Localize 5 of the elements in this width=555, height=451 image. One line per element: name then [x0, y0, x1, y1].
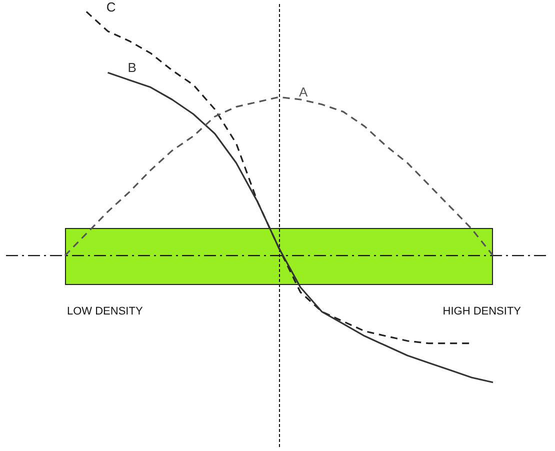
series-label: B: [128, 60, 136, 76]
series-label: A: [299, 84, 308, 100]
annotation: HIGH DENSITY: [442, 306, 522, 318]
annotation: LOW DENSITY: [67, 306, 144, 318]
series-label: C: [106, 0, 116, 14]
